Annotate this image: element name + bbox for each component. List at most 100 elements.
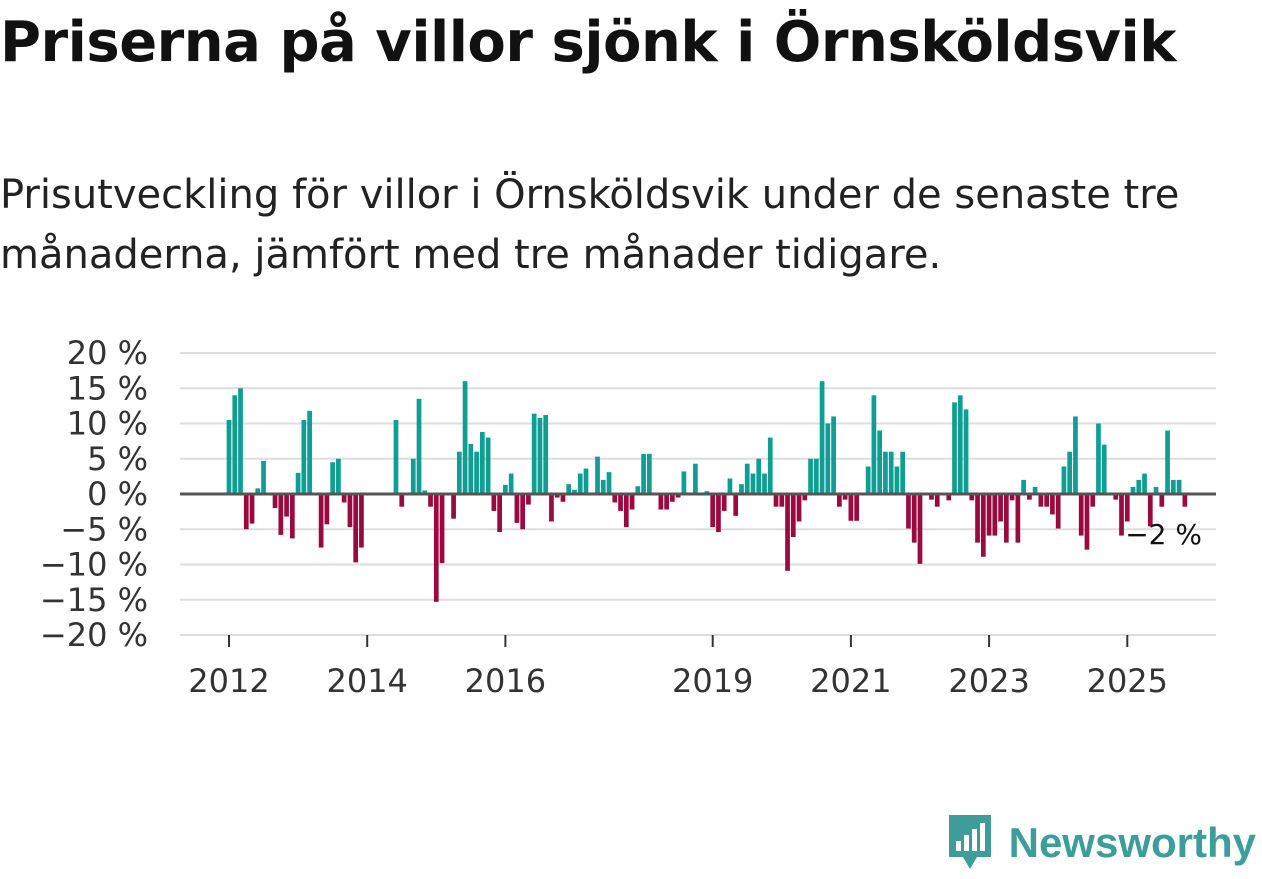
bar: [543, 415, 549, 494]
bar: [744, 463, 750, 494]
bar: [1061, 466, 1067, 494]
bar: [480, 431, 485, 494]
bar: [612, 494, 618, 503]
bar: [883, 451, 888, 494]
bar: [583, 468, 589, 494]
bar: [796, 494, 802, 522]
newsworthy-logo[interactable]: Newsworthy: [945, 813, 1256, 873]
newsworthy-logo-icon: [948, 815, 991, 869]
bar: [888, 451, 894, 494]
bar: [802, 494, 808, 501]
bar: [462, 381, 468, 494]
bar: [1130, 486, 1136, 494]
bar: [497, 494, 502, 533]
bar: [1176, 479, 1182, 494]
grid-layer: [180, 352, 1216, 636]
bar: [1101, 444, 1107, 494]
y-tick-label: −10 %: [40, 546, 148, 584]
bar: [1044, 494, 1050, 507]
bar: [1009, 494, 1015, 501]
bar: [1055, 494, 1061, 529]
bar-layer: [226, 381, 1188, 602]
bar: [456, 451, 462, 494]
bar: [503, 484, 508, 494]
bar: [992, 494, 998, 536]
bar: [433, 494, 439, 602]
bar: [600, 479, 606, 494]
bar: [871, 395, 877, 494]
bar: [790, 494, 796, 538]
bar: [422, 490, 428, 494]
bar: [681, 471, 687, 494]
x-tick-label: 2021: [810, 662, 891, 700]
bar: [399, 494, 405, 507]
bar: [1032, 486, 1038, 494]
bar: [929, 494, 934, 500]
bar: [911, 494, 917, 543]
bar: [1119, 494, 1124, 536]
bar: [416, 398, 422, 494]
bar: [946, 494, 952, 501]
bar: [865, 466, 871, 494]
bar: [508, 473, 514, 494]
bar: [980, 494, 986, 557]
y-tick-label: −15 %: [40, 581, 148, 619]
y-tick-label: 15 %: [67, 369, 148, 407]
bar: [1015, 494, 1021, 543]
bar: [428, 494, 433, 507]
bar: [1067, 451, 1073, 494]
bar: [963, 409, 969, 494]
bar: [451, 494, 456, 519]
bar: [854, 494, 859, 521]
bar: [1090, 494, 1096, 507]
bar: [877, 430, 883, 494]
bar: [1021, 479, 1026, 494]
bar: [1038, 494, 1044, 507]
bar: [485, 437, 491, 494]
bar: [410, 458, 416, 494]
x-tick-label: 2019: [672, 662, 753, 700]
bar: [842, 494, 848, 500]
bar: [756, 458, 762, 494]
bar: [606, 472, 612, 494]
bar: [1147, 494, 1153, 527]
bar: [226, 419, 232, 494]
bar: [750, 473, 756, 494]
bar: [629, 494, 635, 510]
x-tick-label: 2023: [948, 662, 1029, 700]
bar: [295, 472, 301, 494]
bar: [1078, 494, 1084, 536]
bar: [894, 466, 900, 494]
bar: [1136, 479, 1142, 494]
bar: [808, 458, 813, 494]
bar: [623, 494, 629, 528]
label-layer: 20 %15 %10 %5 %0 %−5 %−10 %−15 %−20 % 201…: [40, 334, 1202, 700]
x-tick-label: 2012: [188, 662, 269, 700]
bar: [733, 494, 739, 516]
bar: [307, 410, 312, 494]
bar: [848, 494, 854, 521]
bar-chart: 20 %15 %10 %5 %0 %−5 %−10 %−15 %−20 % 201…: [40, 334, 1216, 700]
bar: [767, 437, 773, 494]
bar: [785, 494, 790, 571]
bar: [278, 494, 284, 535]
bar: [975, 494, 980, 543]
bar: [1182, 494, 1188, 507]
bar: [986, 494, 992, 536]
bar: [474, 451, 479, 494]
y-tick-label: 10 %: [67, 405, 148, 443]
bar: [675, 494, 681, 498]
bar: [537, 417, 543, 494]
bar: [393, 419, 399, 494]
bar: [526, 494, 531, 505]
bar: [336, 458, 341, 494]
y-tick-label: 0 %: [87, 475, 148, 513]
bar: [255, 488, 261, 494]
bar: [837, 494, 842, 507]
bar: [641, 453, 646, 494]
bar: [549, 494, 554, 522]
bar: [1159, 494, 1165, 507]
bar: [531, 413, 537, 494]
bar: [635, 486, 641, 494]
bar: [670, 494, 675, 502]
